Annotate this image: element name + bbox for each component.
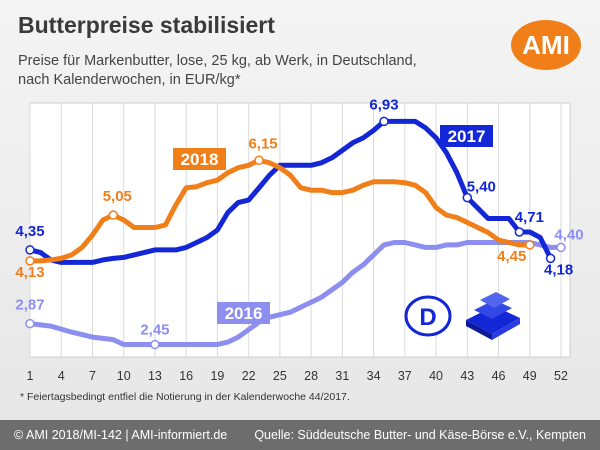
data-label: 4,45 [497,248,526,265]
footer-copyright: © AMI 2018/MI-142 | AMI-informiert.de [14,428,228,442]
data-point-marker [514,227,525,237]
x-tick-label: 34 [367,369,381,383]
legend-box-2017 [440,125,493,147]
data-point-marker [150,339,160,350]
chart-subtitle: Preise für Markenbutter, lose, 25 kg, ab… [18,53,417,88]
line-chart: 1 4 7 10 13 16 19 22 25 28 31 34 37 40 43 46 49 52 2,872,… [15,96,584,383]
x-tick-label: 28 [304,369,318,383]
data-label: 4,35 [15,223,44,240]
x-tick-label: 16 [179,369,193,383]
germany-badge-label: D [419,304,436,331]
x-tick-label: 19 [210,369,224,383]
data-point-marker [556,242,566,253]
data-point-marker [525,240,535,250]
data-point-marker [379,116,389,127]
data-labels: 2,87 2,45 4,40 4,35 6,93 5,40 4,71 4,18 4,13 5,05… [15,96,584,350]
data-point-marker [25,318,35,329]
chart-title: Butterpreise stabilisiert [18,12,275,38]
data-point-marker [25,245,35,255]
x-tick-label: 52 [554,369,568,383]
data-label: 4,71 [515,209,544,226]
x-tick-label: 10 [117,369,131,383]
data-point-marker [254,155,264,166]
x-tick-label: 40 [429,369,443,383]
series-line-2017 [27,118,554,265]
germany-badge-icon [404,295,452,337]
legend-box-2018 [173,148,226,170]
x-tick-label: 25 [273,369,287,383]
data-label: 4,40 [554,226,583,243]
x-axis-ticks: 1 4 7 10 13 16 19 22 25 28 31 34 37 40 43 46 49 52 [27,369,568,383]
data-label: 6,93 [369,96,398,113]
butter-stack-icon [466,292,520,340]
x-tick-label: 31 [335,369,349,383]
x-tick-label: 1 [27,369,34,383]
data-label: 5,05 [103,188,132,205]
data-label: 6,15 [248,135,277,152]
data-point-marker [108,210,119,220]
x-tick-label: 49 [523,369,537,383]
data-point-marker [25,256,35,266]
data-point-marker [462,192,473,203]
footer-source: Quelle: Süddeutsche Butter- und Käse-Bör… [254,428,586,442]
legend-label-2017: 2017 [448,127,486,146]
data-label: 2,45 [140,322,169,339]
data-label: 4,13 [15,264,44,281]
data-label: 5,40 [467,179,496,196]
ami-logo: AMI [511,20,581,70]
legend-label-2016: 2016 [225,304,263,323]
legend-label-2018: 2018 [181,150,219,169]
chart-badges: D [404,292,520,340]
data-label: 4,18 [544,261,573,278]
x-tick-label: 22 [242,369,256,383]
footnote: * Feiertagsbedingt entfiel die Notierung… [20,391,350,403]
x-tick-label: 46 [492,369,506,383]
x-tick-label: 4 [58,369,65,383]
legend-box-2016 [217,302,270,324]
footer-bar: © AMI 2018/MI-142 | AMI-informiert.de Qu… [0,420,600,450]
x-tick-label: 43 [460,369,474,383]
x-tick-label: 7 [89,369,96,383]
data-label: 2,87 [15,297,44,314]
data-point-marker [545,253,556,264]
x-tick-label: 37 [398,369,412,383]
series-legend: 2016 2017 2018 [173,125,493,324]
x-tick-label: 13 [148,369,162,383]
